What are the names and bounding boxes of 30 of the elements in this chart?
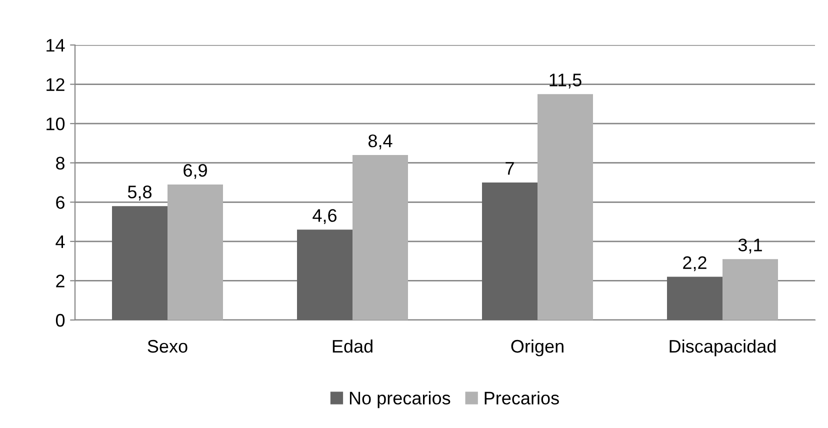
x-tick-label: Edad [332,339,372,353]
bar [112,206,168,320]
data-label: 5,8 [128,186,152,200]
data-label: 7 [506,162,514,175]
bar [482,182,538,320]
bar [168,184,223,320]
y-tick-label: 0 [56,314,65,327]
bar [352,155,408,320]
x-tick-label: Origen [511,339,564,356]
data-label: 11,5 [550,74,582,89]
data-label: 2,2 [683,256,706,272]
y-tick-label: 12 [46,78,64,91]
y-tick-label: 2 [56,274,64,288]
y-tick-label: 6 [56,196,64,209]
y-tick-label: 14 [46,39,65,52]
bar [722,259,778,320]
y-tick-label: 4 [56,236,65,248]
x-tick-label: Sexo [148,340,188,353]
legend-label: No precarios [350,391,450,408]
x-tick-label: Discapacidad [670,339,776,356]
data-label: 6,9 [184,164,207,179]
bar [538,94,593,320]
legend-label: Precarios [484,391,559,405]
y-tick-label: 8 [56,156,64,170]
data-label: 8,4 [368,134,392,150]
bar [297,230,352,320]
y-tick-label: 10 [46,118,65,130]
data-label: 3,1 [738,238,762,254]
data-label: 4,6 [312,209,337,224]
bar [667,276,722,320]
